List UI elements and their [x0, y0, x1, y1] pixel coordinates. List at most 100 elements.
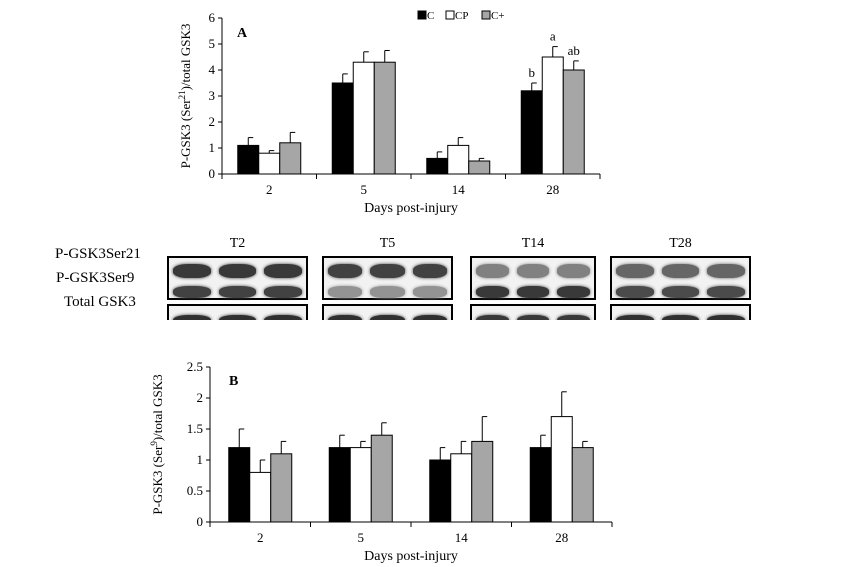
chart-a-y-tick-label: 4: [209, 62, 216, 77]
blot-band: [370, 286, 405, 298]
blot-strip: [470, 256, 596, 300]
blot-band: [264, 315, 302, 320]
chart-b-y-tick-label: 0.5: [187, 483, 203, 498]
chart-b-bar: [270, 453, 293, 523]
blot-panel-title: T2: [229, 238, 246, 251]
blot-panel-title: T28: [669, 238, 692, 251]
chart-b-y-tick-label: 0: [197, 514, 204, 529]
blot-band: [218, 315, 257, 320]
chart-b-x-tick-label: 5: [358, 530, 365, 545]
chart-a-x-tick-label: 2: [266, 182, 273, 197]
blot-band: [264, 286, 302, 298]
blot-band: [370, 264, 405, 278]
blot-strip: [167, 256, 308, 300]
chart-a-y-tick-label: 2: [209, 114, 216, 129]
chart-b-bar: [349, 447, 372, 523]
legend-swatch-c: [417, 10, 427, 20]
blot-band: [218, 286, 257, 298]
blot-band: [328, 286, 363, 298]
blot-band: [328, 315, 363, 320]
blot-band: [173, 286, 211, 298]
chart-b-x-tick-label: 2: [257, 530, 264, 545]
blot-band: [707, 264, 745, 278]
chart-b-bar: [450, 453, 473, 523]
chart-a-y-tick-label: 0: [209, 166, 216, 181]
blot-row-label-total: Total GSK3: [64, 294, 136, 310]
blot-row-label-ser9: P-GSK3Ser9: [56, 270, 135, 286]
blot-band: [516, 286, 550, 298]
chart-a-significance-label: a: [550, 29, 556, 44]
blot-band: [661, 286, 700, 298]
chart-b-panel-label: B: [229, 374, 238, 389]
blot-band: [173, 315, 211, 320]
blot-panel: T14: [468, 238, 598, 320]
chart-a-y-tick-label: 6: [209, 10, 216, 25]
blot-band: [707, 315, 745, 320]
chart-a-significance-label: b: [529, 65, 536, 80]
blot-panel-title: T14: [521, 238, 545, 251]
chart-b-x-axis-label: Days post-injury: [364, 549, 458, 564]
chart-b-y-tick-label: 2.5: [187, 359, 203, 374]
legend-label: C+: [491, 10, 505, 22]
chart-b-bar: [328, 447, 351, 523]
chart-a-x-axis-label: Days post-injury: [364, 201, 458, 216]
blot-band: [476, 315, 509, 320]
blot-band: [516, 315, 550, 320]
legend-swatch-cp: [445, 10, 455, 20]
blot-band: [412, 264, 447, 278]
chart-b-bar: [249, 471, 272, 523]
blot-band: [412, 315, 447, 320]
blot-strip: [610, 304, 751, 320]
blot-band: [557, 264, 590, 278]
blot-band: [264, 264, 302, 278]
blot-band: [616, 286, 654, 298]
blot-strip: [322, 256, 453, 300]
blot-strip: [322, 304, 453, 320]
blot-band: [557, 286, 590, 298]
blot-band: [661, 264, 700, 278]
blot-band: [328, 264, 363, 278]
chart-b-bar: [228, 447, 251, 523]
chart-a-x-tick-label: 14: [452, 182, 466, 197]
blot-band: [412, 286, 447, 298]
blot-band: [476, 264, 509, 278]
chart-b-x-tick-label: 28: [555, 530, 568, 545]
legend-label: CP: [455, 10, 468, 22]
blot-band: [616, 264, 654, 278]
chart-b-bar: [429, 459, 452, 523]
blot-band: [557, 315, 590, 320]
blot-band: [516, 264, 550, 278]
blot-band: [661, 315, 700, 320]
chart-b-x-tick-label: 14: [455, 530, 469, 545]
chart-a-y-tick-label: 3: [209, 88, 216, 103]
blot-band: [616, 315, 654, 320]
chart-b-bar: [550, 416, 573, 523]
blot-panel-title: T5: [379, 238, 396, 251]
chart-b-y-tick-label: 1: [197, 452, 204, 467]
blot-panel: T2: [165, 238, 310, 320]
legend-label: C: [427, 10, 434, 22]
blot-band: [476, 286, 509, 298]
chart-a-panel-label: A: [237, 26, 248, 41]
blot-band: [218, 264, 257, 278]
chart-a-significance-label: ab: [568, 43, 580, 58]
chart-b-bar: [571, 447, 594, 523]
blot-row-label-ser21: P-GSK3Ser21: [55, 246, 141, 262]
blot-band: [173, 264, 211, 278]
chart-b-bar: [370, 434, 393, 523]
blot-panel: T5: [320, 238, 455, 320]
chart-b-y-axis-label: P-GSK3 (Ser9)/total GSK3: [149, 374, 165, 514]
blot-panel: T28: [608, 238, 753, 320]
blot-strip: [610, 256, 751, 300]
blot-band: [370, 315, 405, 320]
chart-b-y-tick-label: 2: [197, 390, 204, 405]
chart-a-y-tick-label: 1: [209, 140, 216, 155]
chart-a-y-tick-label: 5: [209, 36, 216, 51]
blot-strip: [470, 304, 596, 320]
blot-band: [707, 286, 745, 298]
chart-a-y-axis-label: P-GSK3 (Ser21)/total GSK3: [177, 24, 193, 169]
legend-swatch-cplus: [481, 10, 491, 20]
chart-a-x-tick-label: 28: [546, 182, 559, 197]
